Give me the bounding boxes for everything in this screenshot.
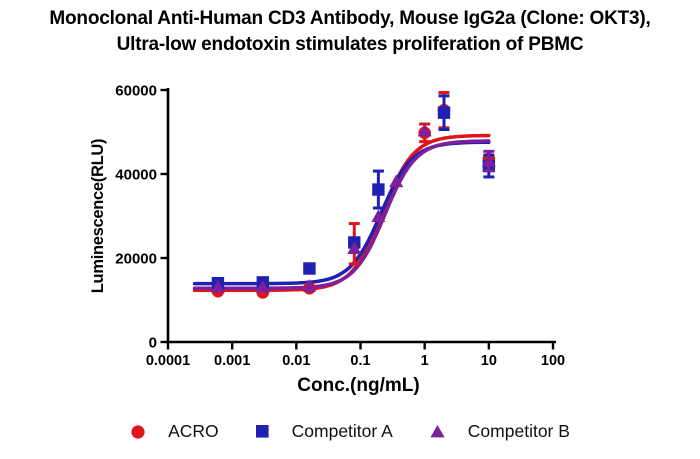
x-tick-label: 0.01 — [282, 353, 310, 369]
axes-frame — [166, 88, 556, 344]
y-axis-title: Luminescence(RLU) — [89, 139, 107, 293]
x-tick-label: 0.1 — [350, 353, 370, 369]
data-point-triangle — [255, 279, 270, 293]
data-point-triangle — [481, 153, 496, 167]
data-point-square — [437, 106, 451, 119]
x-tick-label: 0.001 — [214, 353, 250, 369]
x-axis-title: Conc.(ng/mL) — [297, 375, 419, 396]
square-marker-icon — [255, 425, 269, 438]
legend-item-acro: ACRO — [130, 421, 219, 442]
chart-title-line2: Ultra-low endotoxin stimulates prolifera… — [116, 34, 584, 55]
data-point-square — [372, 183, 385, 196]
triangle-marker-icon — [430, 425, 445, 438]
data-point-triangle — [210, 279, 225, 293]
x-tick-label: 1 — [421, 353, 429, 369]
legend-item-competitor-a: Competitor A — [255, 421, 393, 442]
chart-title-line1: Monoclonal Anti-Human CD3 Antibody, Mous… — [49, 8, 651, 29]
data-point-triangle — [347, 241, 362, 254]
data-point-triangle — [389, 174, 404, 188]
y-tick-label: 60000 — [115, 83, 157, 100]
x-tick-label: 10 — [481, 353, 497, 369]
x-tick-label: 100 — [541, 353, 565, 369]
data-point-triangle — [417, 123, 432, 137]
data-point-triangle — [371, 209, 386, 223]
data-point-triangle — [302, 279, 317, 292]
legend-label-competitor-a: Competitor A — [291, 421, 393, 441]
series-curve-square — [192, 140, 491, 286]
y-tick-label: 0 — [149, 335, 157, 352]
series-curve-triangle — [192, 139, 491, 290]
chart-title: Monoclonal Anti-Human CD3 Antibody, Mous… — [0, 6, 700, 58]
legend: ACRO Competitor A Competitor B — [0, 421, 700, 442]
data-point-square — [303, 262, 316, 275]
y-tick-label: 40000 — [115, 167, 157, 184]
legend-item-competitor-b: Competitor B — [429, 421, 570, 442]
circle-marker-icon — [131, 424, 145, 439]
legend-label-competitor-b: Competitor B — [467, 421, 570, 441]
y-tick-label: 20000 — [115, 251, 157, 268]
legend-label-acro: ACRO — [168, 421, 219, 441]
series-curve-circle — [192, 133, 491, 293]
x-tick-label: 0.0001 — [146, 353, 190, 369]
